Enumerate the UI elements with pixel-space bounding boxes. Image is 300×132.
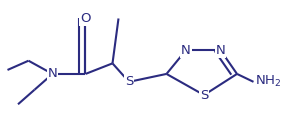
Text: O: O: [80, 12, 91, 25]
Text: N: N: [181, 44, 191, 57]
Text: S: S: [200, 89, 208, 102]
Text: NH$_2$: NH$_2$: [255, 74, 281, 89]
Text: S: S: [125, 75, 133, 88]
Text: N: N: [216, 44, 225, 57]
Text: N: N: [48, 67, 57, 80]
